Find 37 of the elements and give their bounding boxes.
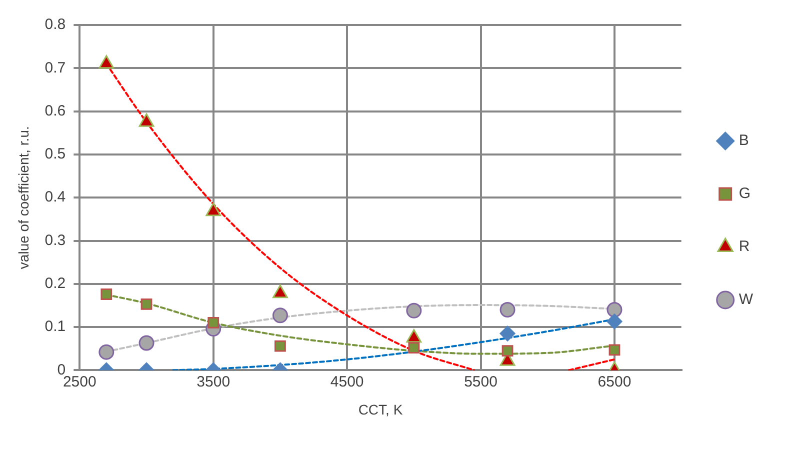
point (408, 342, 420, 354)
point (406, 302, 422, 318)
y-axis-title: value of coefficient, r.u. (15, 126, 32, 270)
y-tick-label: 0.7 (44, 59, 66, 76)
legend-label: G (738, 185, 751, 202)
point (502, 345, 514, 356)
legend-label: R (738, 238, 750, 256)
y-tick-label: 0.3 (44, 232, 66, 249)
x-axis-title: CCT, K (358, 401, 404, 418)
x-tick-label: 3500 (196, 373, 230, 390)
legend-label: B (738, 132, 749, 150)
point (500, 326, 516, 342)
point (138, 335, 154, 351)
point (98, 55, 114, 69)
point (208, 317, 220, 328)
point (138, 113, 154, 127)
point (272, 308, 288, 324)
point (606, 314, 622, 330)
y-tick-label: 0.6 (44, 102, 66, 120)
x-tick-label: 5500 (464, 373, 498, 390)
point (500, 302, 516, 318)
x-tick-label: 2500 (62, 373, 96, 390)
legend-label: W (738, 291, 754, 308)
point (98, 344, 114, 360)
point (206, 202, 222, 216)
y-tick-label: 0.1 (44, 318, 66, 336)
point (100, 288, 112, 300)
point (140, 298, 152, 310)
y-tick-label: 0.5 (44, 146, 66, 163)
point (606, 302, 622, 318)
y-tick-label: 0.2 (44, 275, 66, 292)
y-tick-label: 0.8 (44, 16, 66, 34)
x-tick-label: 6500 (598, 373, 632, 390)
point (608, 344, 620, 356)
point (274, 340, 286, 352)
y-tick-label: 0.4 (44, 188, 66, 206)
x-tick-label: 4500 (330, 373, 364, 390)
